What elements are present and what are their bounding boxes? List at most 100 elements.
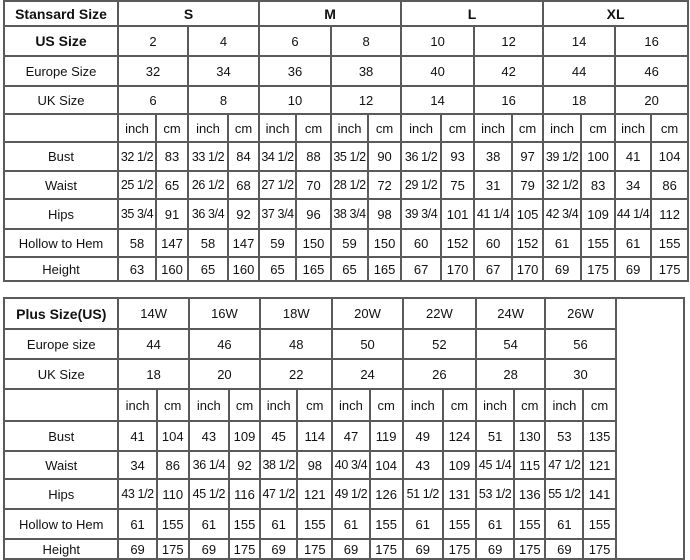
- measurement-value: 69: [542, 256, 583, 282]
- row-label: Height: [3, 256, 119, 282]
- size-group-m: M: [258, 0, 403, 27]
- size-value: 28: [475, 358, 547, 390]
- measurement-value: 61: [542, 228, 583, 258]
- plus-size-26w: 26W: [544, 297, 617, 330]
- measurement-value: 155: [155, 508, 190, 540]
- measurement-value: 175: [580, 256, 617, 282]
- size-row: Europe size 44 46 48 50 52 54 56: [2, 328, 684, 360]
- unit-cm: cm: [650, 113, 690, 143]
- measurement-value: 32 1/2: [117, 141, 157, 172]
- measurement-value: 26 1/2: [187, 170, 229, 200]
- unit-row: inch cm inch cm inch cm inch cm inch cm inch cm inch…: [3, 113, 690, 143]
- unit-cm: cm: [367, 113, 403, 143]
- measurement-value: 61: [475, 508, 516, 540]
- measurement-value: 109: [227, 420, 262, 452]
- measurement-value: 39 3/4: [400, 198, 443, 230]
- size-group-l: L: [400, 0, 545, 27]
- header-label: Plus Size(US): [2, 297, 120, 330]
- measurement-value: 31: [473, 170, 514, 200]
- unit-inch: inch: [400, 113, 443, 143]
- size-value: 10: [400, 25, 476, 57]
- measurement-value: 170: [511, 256, 545, 282]
- measurement-value: 61: [614, 228, 653, 258]
- measurement-value: 65: [155, 170, 189, 200]
- measurement-value: 147: [226, 228, 261, 258]
- measurement-value: 155: [580, 228, 617, 258]
- unit-row-label: [2, 388, 120, 422]
- measurement-value: 170: [440, 256, 476, 282]
- measurement-value: 61: [259, 508, 299, 540]
- measurement-value: 101: [440, 198, 476, 230]
- measurement-value: 61: [187, 508, 230, 540]
- unit-cm: cm: [227, 388, 262, 422]
- measurement-value: 63: [117, 256, 157, 282]
- row-label: Waist: [2, 450, 120, 480]
- measurement-value: 155: [650, 228, 690, 258]
- measurement-value: 59: [330, 228, 370, 258]
- measurement-value: 124: [441, 420, 478, 452]
- measurement-value: 100: [580, 141, 617, 172]
- measurement-value: 121: [582, 450, 617, 480]
- row-label: US Size: [3, 25, 119, 57]
- measurement-value: 105: [511, 198, 545, 230]
- measurement-value: 70: [295, 170, 333, 200]
- header-row: Stansard Size S M L XL: [3, 0, 690, 27]
- size-value: 44: [117, 328, 190, 360]
- measurement-value: 91: [155, 198, 189, 230]
- measurement-value: 45 1/2: [187, 478, 230, 510]
- row-label: Europe Size: [3, 55, 119, 87]
- measurement-value: 83: [580, 170, 617, 200]
- size-value: 4: [186, 25, 261, 57]
- plus-size-24w: 24W: [475, 297, 547, 330]
- unit-inch: inch: [117, 388, 158, 422]
- measurement-value: 42 3/4: [542, 198, 583, 230]
- size-value: 8: [186, 85, 261, 115]
- measurement-value: 175: [368, 538, 404, 560]
- row-label: Europe size: [2, 328, 120, 360]
- measurement-row: Waist 25 1/2 65 26 1/2 68 27 1/2 70 28 1/2 72 29 …: [3, 170, 690, 200]
- measurement-row: Hollow to Hem 61 155 61 155 61 155 61 155 61 155 61…: [2, 508, 684, 540]
- size-value: 38: [330, 55, 403, 87]
- unit-cm: cm: [580, 113, 617, 143]
- measurement-value: 98: [296, 450, 334, 480]
- measurement-value: 36 1/2: [400, 141, 443, 172]
- measurement-value: 38: [473, 141, 514, 172]
- size-group-s: S: [116, 0, 261, 27]
- measurement-value: 112: [650, 198, 690, 230]
- measurement-value: 67: [400, 256, 443, 282]
- unit-cm: cm: [155, 113, 189, 143]
- measurement-value: 160: [155, 256, 189, 282]
- measurement-value: 51 1/2: [401, 478, 444, 510]
- measurement-value: 39 1/2: [542, 141, 583, 172]
- measurement-value: 33 1/2: [187, 141, 229, 172]
- measurement-value: 84: [226, 141, 261, 172]
- measurement-value: 92: [226, 198, 261, 230]
- measurement-value: 67: [473, 256, 514, 282]
- unit-inch: inch: [187, 113, 229, 143]
- size-value: 18: [542, 85, 617, 115]
- plus-size-14w: 14W: [117, 297, 190, 330]
- measurement-value: 69: [117, 538, 158, 560]
- measurement-row: Height 63 160 65 160 65 165 65 165 67 170 67 170 69 17…: [3, 256, 690, 282]
- measurement-value: 59: [258, 228, 298, 258]
- header-row: Plus Size(US) 14W 16W 18W 20W 22W 24W 26W: [2, 297, 686, 560]
- row-label: Waist: [3, 170, 119, 200]
- row-label: Hollow to Hem: [3, 228, 119, 258]
- unit-inch: inch: [331, 388, 371, 422]
- measurement-value: 150: [367, 228, 403, 258]
- size-value: 16: [614, 25, 690, 57]
- unit-cm: cm: [296, 388, 334, 422]
- measurement-row: Waist 34 86 36 1/4 92 38 1/2 98 40 3/4 104 43 109 4…: [2, 450, 684, 480]
- measurement-value: 41 1/4: [473, 198, 514, 230]
- size-value: 6: [258, 25, 333, 57]
- unit-cm: cm: [513, 388, 547, 422]
- measurement-value: 104: [155, 420, 190, 452]
- measurement-value: 47 1/2: [259, 478, 299, 510]
- measurement-value: 69: [544, 538, 585, 560]
- size-group-xl: XL: [542, 0, 690, 27]
- measurement-value: 47: [331, 420, 371, 452]
- measurement-value: 160: [226, 256, 261, 282]
- measurement-value: 175: [155, 538, 190, 560]
- measurement-value: 175: [441, 538, 478, 560]
- measurement-value: 69: [614, 256, 653, 282]
